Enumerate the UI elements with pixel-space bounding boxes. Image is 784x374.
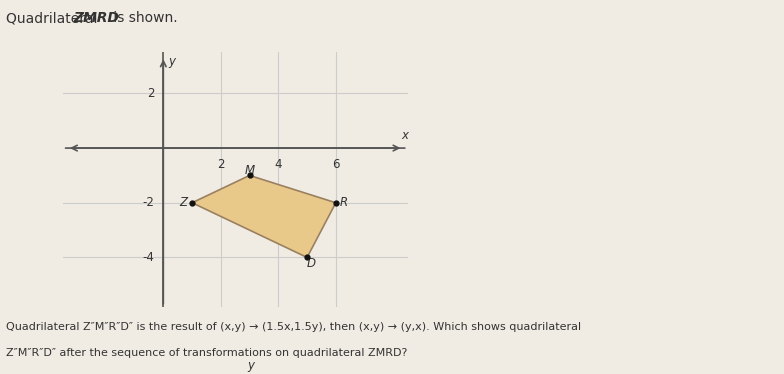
Text: Quadrilateral Z″M″R″D″ is the result of (x,y) → (1.5x,1.5y), then (x,y) → (y,x).: Quadrilateral Z″M″R″D″ is the result of … xyxy=(6,322,582,332)
Text: x: x xyxy=(401,129,408,142)
Text: M: M xyxy=(245,164,255,177)
Text: D: D xyxy=(307,257,316,270)
Text: ZMRD: ZMRD xyxy=(73,11,119,25)
Text: -4: -4 xyxy=(143,251,154,264)
Text: y: y xyxy=(248,359,254,372)
Text: 6: 6 xyxy=(332,158,339,171)
Polygon shape xyxy=(192,175,336,257)
Text: Z: Z xyxy=(180,196,187,209)
Text: is shown.: is shown. xyxy=(109,11,178,25)
Text: 2: 2 xyxy=(217,158,224,171)
Text: 4: 4 xyxy=(274,158,282,171)
Text: Quadrilateral: Quadrilateral xyxy=(6,11,102,25)
Text: Z″M″R″D″ after the sequence of transformations on quadrilateral ZMRD?: Z″M″R″D″ after the sequence of transform… xyxy=(6,348,408,358)
Text: y: y xyxy=(169,55,176,68)
Text: R: R xyxy=(339,196,348,209)
Text: -2: -2 xyxy=(143,196,154,209)
Text: 2: 2 xyxy=(147,87,154,100)
